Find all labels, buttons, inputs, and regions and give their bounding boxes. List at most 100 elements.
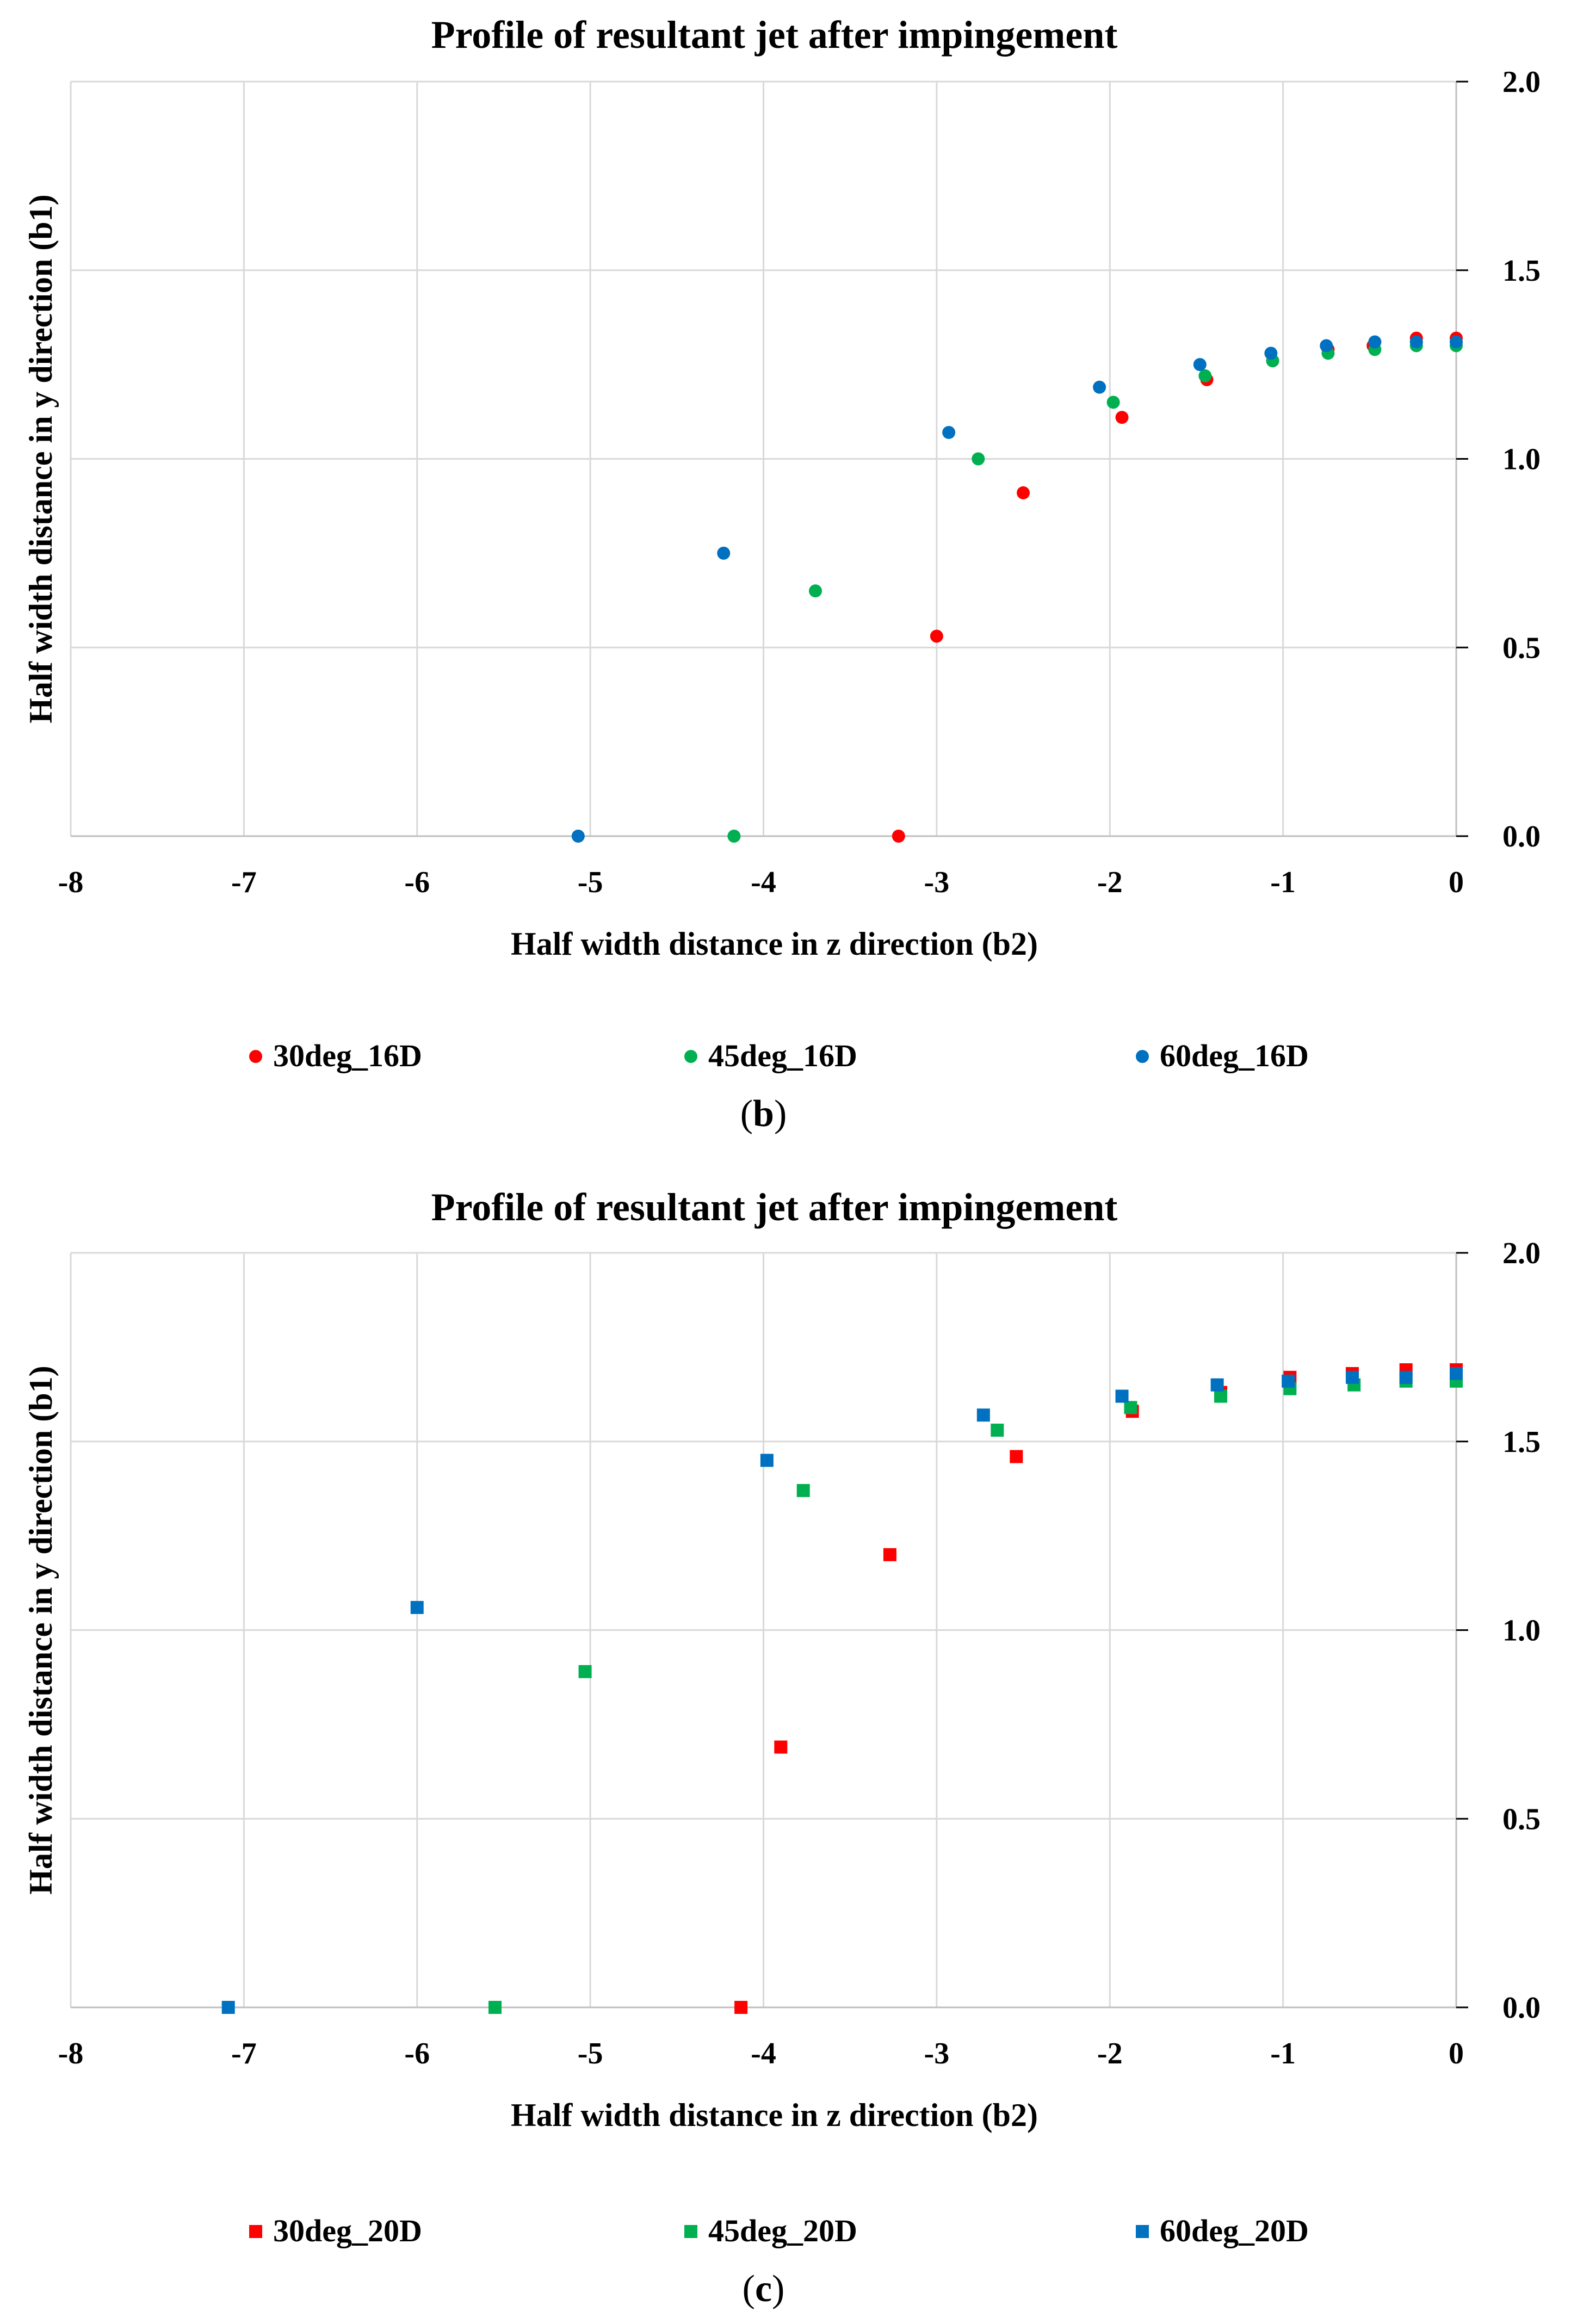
data-point [942, 425, 956, 439]
panel-label: (c) [743, 2268, 785, 2310]
legend-label: 60deg_16D [1160, 1038, 1309, 1073]
chart-panel-b: Profile of resultant jet after impingeme… [23, 13, 1541, 1135]
legend-marker [684, 2225, 697, 2238]
series-30deg_16D [892, 331, 1463, 843]
x-tick-label: -3 [924, 2037, 950, 2070]
data-point [1115, 1389, 1129, 1403]
chart-panel-c: Profile of resultant jet after impingeme… [23, 1185, 1541, 2310]
y-axis-title: Half width distance in y direction (b1) [23, 194, 59, 723]
y-tick-label: 2.0 [1502, 65, 1541, 99]
data-point [410, 1600, 424, 1614]
data-point [991, 1423, 1004, 1437]
data-point [1017, 486, 1030, 499]
legend-entry: 45deg_16D [684, 1038, 857, 1073]
legend-marker [1136, 2225, 1149, 2238]
y-tick-label: 0.5 [1502, 631, 1541, 665]
chart-title: Profile of resultant jet after impingeme… [431, 13, 1118, 57]
y-tick-label: 1.0 [1502, 1614, 1541, 1648]
y-tick-label: 1.5 [1502, 1425, 1541, 1459]
legend-entry: 30deg_16D [249, 1038, 422, 1073]
data-point [930, 629, 943, 643]
data-point [1282, 1374, 1295, 1388]
legend-entry: 30deg_20D [249, 2213, 422, 2248]
data-point [571, 830, 585, 843]
legend-label: 30deg_16D [273, 1038, 422, 1073]
x-tick-label: -8 [58, 866, 84, 899]
data-point [1193, 358, 1207, 372]
legend-label: 30deg_20D [273, 2213, 422, 2248]
x-tick-label: -4 [751, 2037, 776, 2070]
legend-label: 60deg_20D [1160, 2213, 1309, 2248]
x-tick-label: -7 [231, 866, 257, 899]
series-60deg_16D [571, 335, 1463, 843]
x-tick-label: -5 [578, 866, 603, 899]
data-point [1399, 1370, 1413, 1384]
x-tick-label: -5 [578, 2037, 603, 2070]
y-tick-label: 2.0 [1502, 1237, 1541, 1270]
y-axis-title: Half width distance in y direction (b1) [23, 1365, 59, 1894]
y-tick-label: 0.0 [1502, 820, 1541, 854]
y-tick-label: 1.5 [1502, 254, 1541, 288]
data-point [1010, 1450, 1023, 1463]
x-tick-label: -6 [404, 866, 430, 899]
legend-label: 45deg_16D [708, 1038, 857, 1073]
data-point [972, 452, 985, 466]
legend-marker [249, 2225, 262, 2238]
x-tick-label: -8 [58, 2037, 84, 2070]
data-point [1214, 1389, 1228, 1403]
data-point [488, 2001, 502, 2014]
chart-title: Profile of resultant jet after impingeme… [431, 1185, 1118, 1229]
data-point [892, 830, 905, 843]
legend-marker [1136, 1050, 1149, 1063]
data-point [717, 546, 731, 560]
legend-entry: 60deg_16D [1136, 1038, 1309, 1073]
series-60deg_20D [221, 1367, 1463, 2014]
x-tick-label: -1 [1270, 866, 1296, 899]
data-point [883, 1548, 896, 1561]
legend-entry: 60deg_20D [1136, 2213, 1309, 2248]
data-point [1345, 1370, 1359, 1384]
x-tick-label: -3 [924, 866, 950, 899]
x-tick-label: -7 [231, 2037, 257, 2070]
data-point [1124, 1401, 1137, 1414]
x-axis-title: Half width distance in z direction (b2) [511, 926, 1038, 962]
legend-label: 45deg_20D [708, 2213, 857, 2248]
data-point [1264, 347, 1278, 360]
x-tick-label: -2 [1097, 866, 1123, 899]
legend-marker [249, 1050, 262, 1063]
data-point [1320, 339, 1333, 353]
y-tick-label: 0.0 [1502, 1991, 1541, 2025]
x-tick-label: -6 [404, 2037, 430, 2070]
data-point [578, 1665, 592, 1678]
data-point [1115, 411, 1129, 424]
x-tick-label: -1 [1270, 2037, 1296, 2070]
data-point [1450, 335, 1463, 349]
legend-entry: 45deg_20D [684, 2213, 857, 2248]
series-45deg_20D [488, 1374, 1463, 2014]
x-tick-label: -4 [751, 866, 776, 899]
x-tick-label: 0 [1449, 2037, 1464, 2070]
data-point [796, 1484, 810, 1497]
data-point [809, 584, 822, 598]
data-point [1210, 1378, 1224, 1392]
y-tick-label: 0.5 [1502, 1802, 1541, 1836]
data-point [734, 2001, 748, 2014]
x-tick-label: 0 [1449, 866, 1464, 899]
data-point [1450, 1367, 1463, 1380]
data-point [1106, 395, 1120, 409]
x-axis-title: Half width distance in z direction (b2) [511, 2097, 1038, 2133]
data-point [727, 830, 741, 843]
data-point [1409, 335, 1423, 349]
data-point [760, 1454, 774, 1467]
y-tick-label: 1.0 [1502, 443, 1541, 477]
data-point [1198, 369, 1212, 382]
data-point [221, 2001, 235, 2014]
data-point [976, 1408, 990, 1422]
panel-label: (b) [740, 1093, 787, 1135]
series-45deg_16D [727, 339, 1463, 843]
data-point [1093, 380, 1106, 394]
x-tick-label: -2 [1097, 2037, 1123, 2070]
data-point [1368, 335, 1382, 349]
data-point [774, 1740, 788, 1754]
